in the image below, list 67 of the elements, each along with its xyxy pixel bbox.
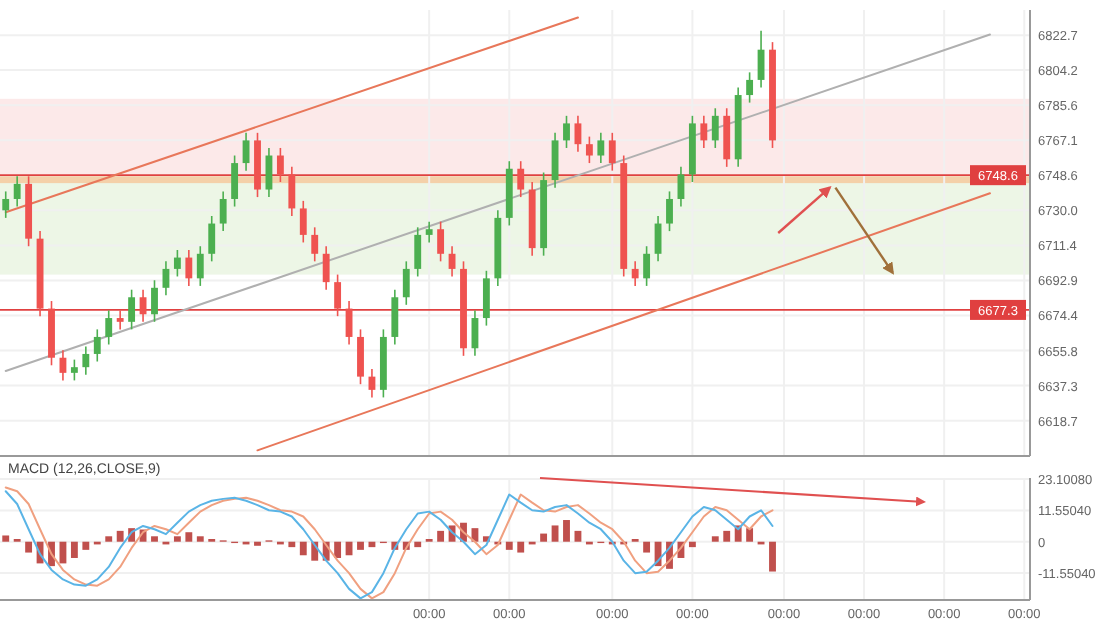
bar: [769, 541, 776, 572]
bar: [173, 536, 181, 542]
bar: [505, 541, 513, 550]
candlestick: [13, 175, 21, 208]
candlestick: [437, 220, 445, 263]
candlestick: [711, 107, 719, 149]
candlestick: [105, 309, 113, 346]
candlestick: [173, 249, 181, 278]
candlestick: [116, 309, 124, 331]
bar: [688, 541, 696, 548]
candlestick: [631, 260, 639, 287]
candlestick: [402, 260, 410, 306]
candlestick: [2, 190, 10, 219]
bar: [357, 541, 364, 550]
candlestick: [151, 279, 158, 323]
candlestick: [666, 190, 673, 232]
bar: [105, 536, 113, 542]
candlestick: [425, 220, 433, 244]
bar: [288, 541, 296, 548]
bar: [151, 536, 158, 542]
bar: [2, 535, 10, 542]
bar: [551, 525, 559, 542]
candlestick: [723, 107, 731, 168]
candlestick: [82, 345, 90, 376]
candlestick: [517, 160, 525, 198]
bar: [540, 533, 548, 542]
candlestick: [128, 288, 136, 331]
candlestick: [70, 358, 78, 382]
candlestick: [334, 273, 342, 317]
candlestick: [288, 166, 296, 217]
bar: [563, 520, 570, 542]
candlestick: [93, 328, 101, 363]
bar: [25, 541, 33, 553]
candlestick: [185, 249, 193, 287]
bar: [643, 541, 651, 553]
bar: [437, 530, 445, 542]
bar: [414, 541, 422, 548]
bar: [185, 532, 193, 542]
bar: [82, 541, 90, 550]
candlestick: [322, 245, 330, 291]
bar: [70, 541, 78, 558]
candlestick: [311, 226, 319, 263]
bar: [196, 536, 204, 542]
candlestick: [643, 245, 651, 287]
bar: [334, 541, 342, 558]
candlestick: [585, 135, 593, 164]
candlestick: [299, 200, 307, 244]
candlestick: [563, 115, 570, 149]
bar: [116, 530, 124, 542]
candlestick: [700, 115, 708, 149]
bar: [711, 536, 719, 542]
candlestick: [414, 226, 422, 278]
candlestick: [219, 190, 227, 232]
candlestick: [746, 71, 754, 104]
candlestick: [196, 245, 204, 287]
candlestick: [597, 132, 605, 164]
candlestick: [276, 147, 284, 183]
candlestick: [608, 132, 616, 172]
bar: [723, 530, 731, 542]
bar: [517, 541, 525, 553]
candlestick: [357, 328, 364, 385]
bar: [746, 528, 754, 542]
candlestick: [391, 288, 399, 346]
bar: [299, 541, 307, 556]
candlestick: [208, 215, 216, 263]
candlestick: [231, 154, 239, 208]
candlestick: [482, 270, 490, 327]
